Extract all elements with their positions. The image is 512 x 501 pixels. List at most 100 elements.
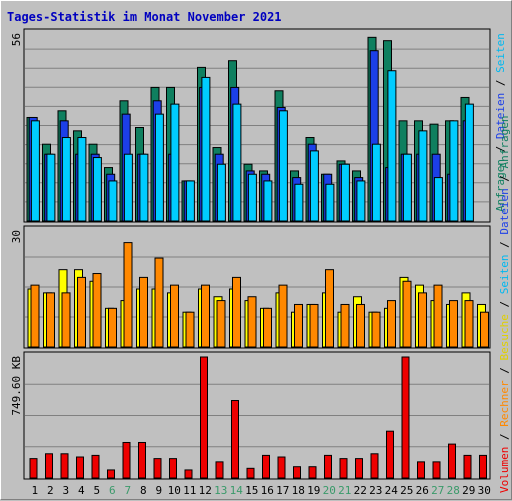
bar-seiten xyxy=(263,180,273,222)
bar-volumen xyxy=(277,456,286,479)
bar-seiten xyxy=(340,163,350,222)
bar-seiten xyxy=(123,153,133,222)
bar-seiten xyxy=(371,143,381,222)
x-tick-label: 17 xyxy=(276,484,289,497)
bar-rechner xyxy=(201,284,210,348)
bar-seiten xyxy=(294,183,304,222)
bar-seiten xyxy=(154,113,164,222)
bar-rechner xyxy=(92,273,102,348)
bar-volumen xyxy=(432,461,441,479)
bar-rechner xyxy=(185,311,195,348)
bar-rechner xyxy=(123,242,133,348)
x-tick-label: 25 xyxy=(400,484,413,497)
bar-volumen xyxy=(91,454,100,479)
legend-entry: Seiten xyxy=(498,255,511,295)
bar-seiten xyxy=(418,130,428,222)
bar-rechner xyxy=(139,276,148,348)
bar-rechner xyxy=(387,300,396,348)
legend-entry: Anfragen xyxy=(498,115,511,168)
x-tick-label: 13 xyxy=(214,484,227,497)
x-tick-label: 23 xyxy=(369,484,382,497)
x-tick-label: 18 xyxy=(292,484,305,497)
bar-rechner xyxy=(232,276,241,348)
bar-seiten xyxy=(92,157,102,222)
bar-seiten xyxy=(201,76,211,222)
bar-volumen xyxy=(153,458,162,479)
x-tick-label: 3 xyxy=(62,484,69,497)
bar-rechner xyxy=(77,276,86,348)
bar-rechner xyxy=(294,303,303,348)
x-tick-label: 22 xyxy=(354,484,367,497)
bar-volumen xyxy=(29,458,38,479)
middle-max-label: 30 xyxy=(10,230,23,243)
legend-entry: / xyxy=(494,139,507,159)
bar-rechner xyxy=(309,303,319,348)
bar-seiten xyxy=(185,180,195,222)
top-max-label: 56 xyxy=(10,33,23,46)
x-tick-label: 12 xyxy=(199,484,212,497)
legend-left: Volumen / Rechner / Besuche / Seiten / D… xyxy=(498,115,511,493)
bar-rechner xyxy=(46,292,55,348)
bar-seiten xyxy=(30,120,40,222)
bottom-max-label: 749.60 KB xyxy=(10,356,23,416)
legend-entry: / xyxy=(498,168,511,188)
x-tick-label: 16 xyxy=(261,484,274,497)
bar-seiten xyxy=(61,137,71,222)
bar-volumen xyxy=(339,458,348,479)
bar-volumen xyxy=(60,453,69,479)
x-tick-label: 20 xyxy=(323,484,336,497)
x-tick-label: 2 xyxy=(47,484,54,497)
bar-volumen xyxy=(122,441,131,479)
bar-rechner xyxy=(464,300,474,348)
bar-seiten xyxy=(247,173,257,222)
x-axis-labels: 1 2 3 4 5 6 7 8 9 10 11 12 13 14 15 16 17 18 19 20 21 22 23 24 2… xyxy=(31,484,490,497)
legend-entry: / xyxy=(498,294,511,314)
bar-volumen xyxy=(262,454,270,479)
bar-seiten xyxy=(433,177,443,222)
x-tick-label: 19 xyxy=(307,484,320,497)
bar-seiten xyxy=(464,103,474,222)
x-tick-label: 4 xyxy=(78,484,85,497)
x-tick-label: 7 xyxy=(124,484,131,497)
bar-seiten xyxy=(387,70,397,222)
bar-volumen xyxy=(308,466,317,479)
bar-volumen xyxy=(246,467,255,479)
bar-seiten xyxy=(325,183,335,222)
bar-rechner xyxy=(108,307,117,348)
legend-entry: Besuche xyxy=(498,314,511,360)
x-tick-label: 28 xyxy=(447,484,460,497)
bar-volumen xyxy=(184,469,193,479)
x-tick-label: 6 xyxy=(109,484,116,497)
bar-seiten xyxy=(309,150,319,222)
bar-volumen xyxy=(370,453,379,479)
bar-volumen xyxy=(401,356,410,479)
bar-rechner xyxy=(433,284,443,348)
bar-rechner xyxy=(356,303,365,348)
bar-seiten xyxy=(77,137,87,222)
x-tick-label: 11 xyxy=(183,484,196,497)
x-tick-label: 8 xyxy=(140,484,147,497)
x-tick-label: 29 xyxy=(462,484,475,497)
legend-entry: Seiten xyxy=(494,33,507,73)
legend-entry: Rechner xyxy=(498,380,511,427)
x-tick-label: 9 xyxy=(155,484,162,497)
bar-volumen xyxy=(463,454,472,479)
bar-rechner xyxy=(278,284,288,348)
bar-rechner xyxy=(449,300,458,348)
bar-rechner xyxy=(30,284,40,348)
bar-volumen xyxy=(479,454,487,479)
legend-entry: / xyxy=(498,235,511,255)
bar-volumen xyxy=(355,458,363,479)
bar-volumen xyxy=(107,469,115,479)
bar-volumen xyxy=(45,453,53,479)
legend-entry: / xyxy=(498,427,511,447)
x-tick-label: 27 xyxy=(431,484,444,497)
bar-seiten xyxy=(139,153,149,222)
bar-seiten xyxy=(449,120,459,222)
legend-entry: Volumen xyxy=(498,447,511,493)
legend-entry: Dateien xyxy=(498,188,511,234)
bars-layer xyxy=(26,36,489,479)
x-tick-label: 5 xyxy=(93,484,100,497)
